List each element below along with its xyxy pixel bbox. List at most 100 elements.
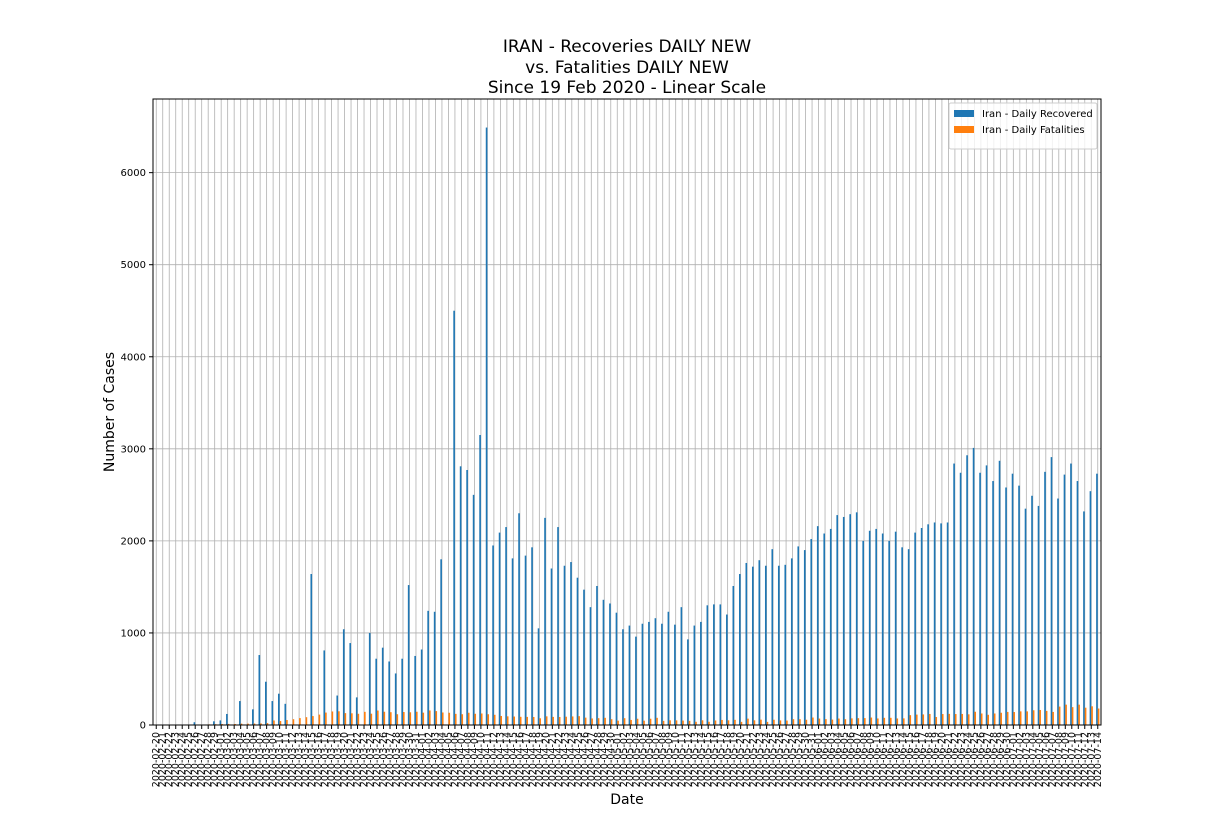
bar [500,715,503,725]
bar [331,711,334,725]
bar [868,530,871,725]
x-tick-label: 2020-06-13 [891,732,902,787]
bar [687,639,689,725]
x-tick-label: 2020-04-09 [469,732,480,787]
bar [407,585,410,725]
bar [889,717,892,725]
bar [790,558,793,725]
x-tick-label: 2020-02-28 [203,732,214,787]
bar [857,718,860,725]
bar [812,717,814,725]
x-tick-label: 2020-05-06 [645,732,656,787]
bar [842,516,845,725]
x-tick-label: 2020-07-04 [1028,732,1039,787]
bar [532,716,535,725]
x-tick-label: 2020-06-23 [956,732,967,787]
bar [974,711,977,725]
bar [1045,710,1048,725]
bar [409,712,412,725]
bar [1013,712,1015,725]
legend-label: Iran - Daily Recovered [982,109,1093,120]
x-tick-label: 2020-06-08 [859,732,870,787]
x-tick-label: 2020-03-12 [288,732,299,787]
bar [433,611,436,725]
x-tick-label: 2020-03-11 [281,732,292,787]
x-tick-label: 2020-05-27 [781,732,792,787]
bar [927,524,929,725]
bar [972,447,975,725]
bar [338,711,340,725]
bar [920,527,923,725]
bar [466,469,468,725]
bar [799,719,801,725]
bar [779,720,782,725]
bar [758,560,761,725]
y-tick-label: 0 [140,721,146,732]
x-tick-label: 2020-03-23 [359,732,370,787]
x-tick-label: 2020-06-10 [872,732,883,787]
bar [838,718,840,725]
x-tick-label: 2020-04-07 [456,732,467,787]
bar [667,611,670,725]
bar [966,455,968,725]
bar [292,719,295,725]
x-tick-label: 2020-03-02 [223,732,234,787]
x-tick-label: 2020-02-26 [190,732,201,787]
x-tick-label: 2020-06-26 [976,732,987,787]
x-tick-label: 2020-05-17 [716,732,727,787]
y-tick-label: 2000 [121,536,146,547]
x-tick-label: 2020-04-20 [541,732,552,787]
bar [935,716,938,725]
bar [252,709,254,725]
x-tick-label: 2020-04-27 [586,732,597,787]
x-tick-label: 2020-02-23 [171,732,182,787]
bar [1000,712,1002,725]
bar [487,714,490,725]
bar [368,632,371,725]
bar [688,720,691,725]
x-tick-label: 2020-06-05 [840,732,851,787]
bar [940,523,942,725]
bar [576,577,579,725]
x-tick-label: 2020-06-25 [969,732,980,787]
bar [1083,511,1085,725]
y-tick-label: 3000 [121,444,146,455]
bar [589,607,592,725]
bar [643,720,645,725]
legend-swatch [954,126,974,133]
bar [764,565,767,725]
bar [1006,711,1009,725]
bar [596,585,598,725]
y-tick-label: 6000 [121,168,146,179]
bar [518,513,520,725]
x-tick-label: 2020-03-04 [236,732,247,787]
x-tick-label: 2020-03-16 [314,732,325,787]
legend: Iran - Daily Recovered Iran - Daily Fatal… [948,102,1098,150]
bar [609,603,611,725]
x-tick-label: 2020-03-25 [372,732,383,787]
bar [623,718,626,725]
bar [415,711,418,725]
bar [713,604,715,725]
x-tick-label: 2020-05-31 [807,732,818,787]
x-tick-label: 2020-04-04 [437,732,448,787]
bar [1039,709,1041,725]
bar [565,716,567,725]
bar [648,621,650,725]
x-tick-label: 2020-06-07 [853,732,864,787]
bar [675,720,678,725]
bar [636,718,639,725]
bar [998,460,1001,725]
x-tick-label: 2020-06-29 [995,732,1006,787]
bar [831,719,834,725]
legend-swatch [954,110,974,117]
bar [519,716,522,725]
bar [954,714,957,725]
bar [557,527,559,725]
bar [357,713,360,725]
x-tick-label: 2020-07-10 [1067,732,1078,787]
bar [773,719,775,725]
bar [669,720,671,725]
bar [537,628,540,725]
bar [265,681,267,725]
